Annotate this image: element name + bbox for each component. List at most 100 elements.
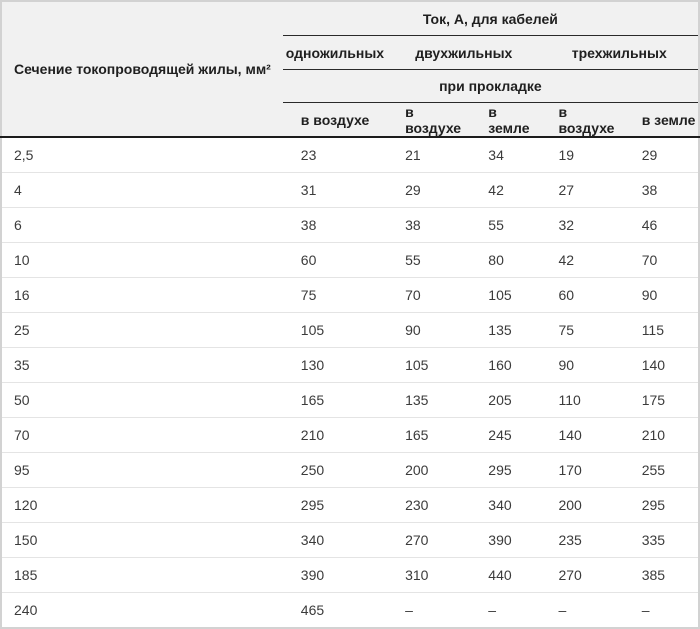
current-value: 270 bbox=[387, 522, 471, 558]
group-header-three-core: трехжильных bbox=[540, 35, 699, 70]
sub-header-in-ground-two: в земле bbox=[470, 102, 541, 137]
current-value: 42 bbox=[540, 242, 624, 278]
current-value: 70 bbox=[623, 242, 699, 278]
current-value: – bbox=[623, 592, 699, 628]
current-value: 105 bbox=[470, 277, 541, 313]
current-value: 165 bbox=[282, 382, 388, 418]
laying-header: при прокладке bbox=[282, 69, 699, 103]
current-value: 170 bbox=[540, 452, 624, 488]
section-value: 10 bbox=[1, 242, 283, 278]
section-value: 4 bbox=[1, 172, 283, 208]
table-row: 2,5 23 21 34 19 29 bbox=[1, 137, 699, 173]
current-value: 390 bbox=[470, 522, 541, 558]
current-value: 70 bbox=[387, 277, 471, 313]
current-value: 465 bbox=[282, 592, 388, 628]
current-value: 295 bbox=[623, 487, 699, 523]
current-value: 230 bbox=[387, 487, 471, 523]
current-value: 60 bbox=[540, 277, 624, 313]
current-value: 105 bbox=[282, 312, 388, 348]
current-value: 340 bbox=[282, 522, 388, 558]
table-row: 10 60 55 80 42 70 bbox=[1, 242, 699, 278]
current-value: 270 bbox=[540, 557, 624, 593]
current-value: 19 bbox=[540, 137, 624, 173]
current-value: 31 bbox=[282, 172, 388, 208]
current-value: 130 bbox=[282, 347, 388, 383]
header-row-title: Сечение токопроводящей жилы, мм² Ток, А,… bbox=[1, 1, 699, 137]
current-value: 29 bbox=[623, 137, 699, 173]
header-row-medium: в воздухе в воздухе в земле в воздухе в … bbox=[1, 102, 699, 137]
current-value: 90 bbox=[540, 347, 624, 383]
table-row: 240 465– – – – bbox=[1, 592, 699, 628]
table-row: 16 75 70 105 60 90 bbox=[1, 277, 699, 313]
current-value: 75 bbox=[540, 312, 624, 348]
current-value: 140 bbox=[540, 417, 624, 453]
current-value: 38 bbox=[623, 172, 699, 208]
current-value: – bbox=[387, 592, 471, 628]
section-value: 240 bbox=[1, 592, 283, 628]
current-value: 205 bbox=[470, 382, 541, 418]
table-header: Сечение токопроводящей жилы, мм² Ток, А,… bbox=[1, 1, 699, 137]
current-value: 200 bbox=[540, 487, 624, 523]
current-value: 295 bbox=[282, 487, 388, 523]
current-value: 34 bbox=[470, 137, 541, 173]
current-value: 235 bbox=[540, 522, 624, 558]
current-value: 210 bbox=[623, 417, 699, 453]
sub-header-in-ground-three: в земле bbox=[623, 102, 699, 137]
current-value: 310 bbox=[387, 557, 471, 593]
current-value: 42 bbox=[470, 172, 541, 208]
group-header-single-core: одножильных bbox=[282, 35, 388, 70]
current-value: 165 bbox=[387, 417, 471, 453]
current-value: 245 bbox=[470, 417, 541, 453]
current-value: 110 bbox=[540, 382, 624, 418]
section-value: 16 bbox=[1, 277, 283, 313]
table-row: 50 165 135 205 110 175 bbox=[1, 382, 699, 418]
table-row: 70 210 165 245 140 210 bbox=[1, 417, 699, 453]
header-row-core-groups: одножильных двухжильных трехжильных bbox=[1, 35, 699, 70]
current-value: 23 bbox=[282, 137, 388, 173]
sub-header-in-air-two: в воздухе bbox=[387, 102, 471, 137]
current-value: 295 bbox=[470, 452, 541, 488]
section-value: 2,5 bbox=[1, 137, 283, 173]
current-value: 335 bbox=[623, 522, 699, 558]
table-row: 185 390 310 440 270 385 bbox=[1, 557, 699, 593]
sub-header-in-air-single: в воздухе bbox=[282, 102, 388, 137]
section-value: 50 bbox=[1, 382, 283, 418]
current-value: 38 bbox=[282, 207, 388, 243]
current-value: 46 bbox=[623, 207, 699, 243]
sub-header-in-air-three: в воздухе bbox=[540, 102, 624, 137]
current-value: 135 bbox=[470, 312, 541, 348]
current-value: 27 bbox=[540, 172, 624, 208]
table-row: 120 295 230 340 200 295 bbox=[1, 487, 699, 523]
table-body: 2,5 23 21 34 19 29 4 31 29 42 27 38 6 38 38 55 32 46 10 60 5… bbox=[1, 137, 699, 628]
current-value: 135 bbox=[387, 382, 471, 418]
section-value: 6 bbox=[1, 207, 283, 243]
current-value: 340 bbox=[470, 487, 541, 523]
current-title-header: Ток, А, для кабелей bbox=[282, 1, 699, 36]
table-row: 4 31 29 42 27 38 bbox=[1, 172, 699, 208]
section-column-header: Сечение токопроводящей жилы, мм² bbox=[1, 1, 283, 137]
section-value: 95 bbox=[1, 452, 283, 488]
current-value: 105 bbox=[387, 347, 471, 383]
current-value: 440 bbox=[470, 557, 541, 593]
current-value: 38 bbox=[387, 207, 471, 243]
section-value: 150 bbox=[1, 522, 283, 558]
current-value: 175 bbox=[623, 382, 699, 418]
current-value: 160 bbox=[470, 347, 541, 383]
current-value: – bbox=[470, 592, 541, 628]
current-value: 210 bbox=[282, 417, 388, 453]
current-value: 21 bbox=[387, 137, 471, 173]
current-value: – bbox=[540, 592, 624, 628]
current-value: 55 bbox=[470, 207, 541, 243]
current-value: 390 bbox=[282, 557, 388, 593]
section-value: 120 bbox=[1, 487, 283, 523]
current-value: 29 bbox=[387, 172, 471, 208]
current-value: 32 bbox=[540, 207, 624, 243]
current-value: 140 bbox=[623, 347, 699, 383]
current-value: 90 bbox=[387, 312, 471, 348]
table-row: 95 250 200 295 170 255 bbox=[1, 452, 699, 488]
group-header-two-core: двухжильных bbox=[387, 35, 541, 70]
current-value: 55 bbox=[387, 242, 471, 278]
section-value: 35 bbox=[1, 347, 283, 383]
